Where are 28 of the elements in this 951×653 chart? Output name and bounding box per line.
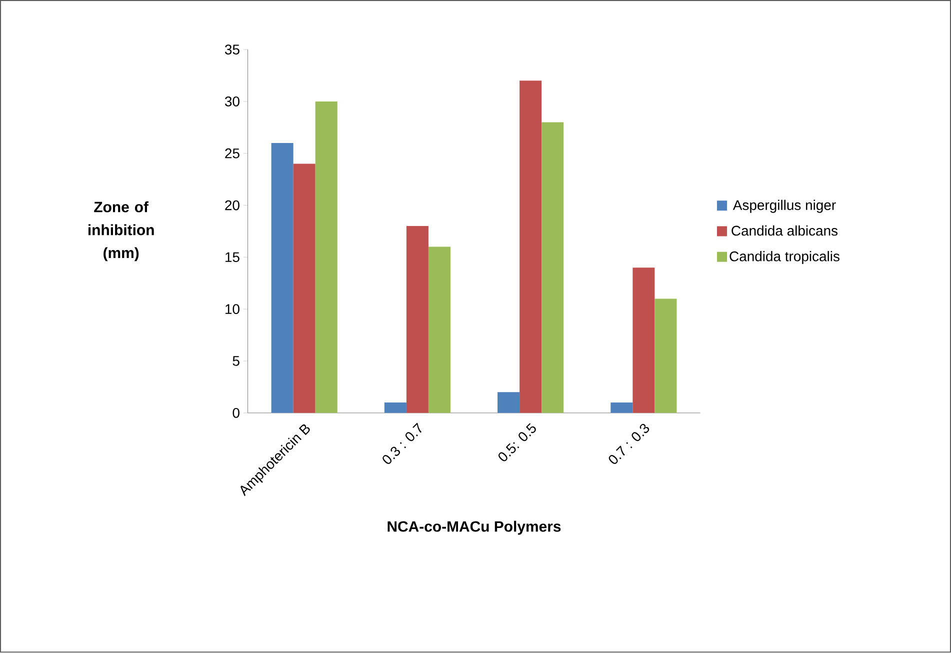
x-axis-title: NCA-co-MACu Polymers xyxy=(388,520,561,535)
bar xyxy=(610,402,633,414)
y-tick-label: 35 xyxy=(224,44,240,55)
y-tick-label: 0 xyxy=(232,408,240,418)
x-tick-label: 0.3 : 0.7 xyxy=(382,422,422,464)
legend-label: Aspergillus niger xyxy=(732,200,836,213)
legend-label: Candida tropicalis xyxy=(730,251,840,264)
y-tick-label: 30 xyxy=(224,96,240,107)
legend-label: Candida albicans xyxy=(732,226,838,236)
bar xyxy=(542,122,564,414)
bar xyxy=(384,402,406,414)
x-tick-label: 0.7 : 0.3 xyxy=(608,424,650,464)
bar xyxy=(406,226,428,414)
bar xyxy=(498,392,520,414)
bar xyxy=(520,80,542,414)
y-tick-label: 25 xyxy=(225,148,240,158)
bar xyxy=(293,164,316,414)
bar xyxy=(271,143,294,414)
bar xyxy=(654,298,677,414)
y-tick-label: 5 xyxy=(232,356,240,366)
x-tick-label: 0.5: 0.5 xyxy=(498,423,536,462)
y-axis-title: Zone of inhibition (mm) xyxy=(88,201,154,262)
bar xyxy=(428,246,450,414)
bar xyxy=(632,268,655,414)
bar xyxy=(315,102,338,414)
y-tick-label: 10 xyxy=(226,304,240,314)
y-tick-label: 20 xyxy=(225,200,240,210)
y-tick-label: 15 xyxy=(226,252,240,262)
